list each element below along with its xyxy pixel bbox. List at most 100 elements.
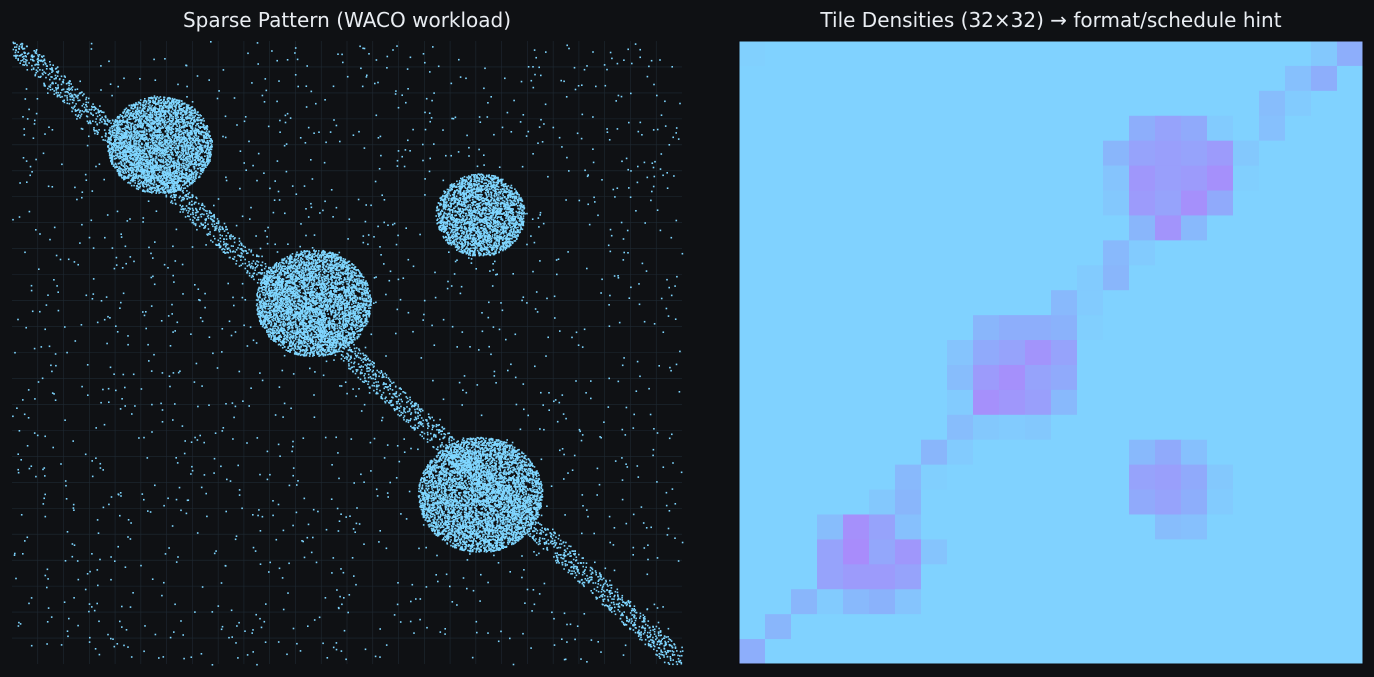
nonzero-point [126,137,128,140]
nonzero-point [621,597,623,599]
nonzero-point [219,245,222,248]
nonzero-point [177,175,179,177]
nonzero-point [37,55,40,58]
nonzero-point [239,256,242,258]
nonzero-point [180,118,182,121]
nonzero-point [142,156,145,158]
nonzero-point [121,123,123,126]
nonzero-point [87,111,90,113]
nonzero-point [622,601,625,603]
nonzero-point [613,610,616,612]
nonzero-point [183,142,185,144]
nonzero-point [402,416,405,419]
nonzero-point [412,427,414,429]
nonzero-point [195,139,197,142]
nonzero-point [84,110,87,112]
nonzero-point [391,389,394,391]
nonzero-point [149,138,152,141]
nonzero-point [155,167,158,169]
nonzero-point [664,644,667,647]
nonzero-point [195,164,197,167]
nonzero-point [357,376,360,379]
nonzero-point [344,357,346,359]
nonzero-point [389,380,392,383]
nonzero-point [26,59,28,62]
nonzero-point [195,211,198,214]
nonzero-point [184,194,186,197]
nonzero-point [169,179,172,181]
nonzero-point [250,265,253,267]
nonzero-point [614,613,617,616]
nonzero-point [175,130,177,133]
nonzero-point [141,104,144,106]
nonzero-point [387,389,390,391]
nonzero-point [136,106,139,109]
nonzero-point [218,246,221,249]
nonzero-point [223,230,226,232]
nonzero-point [583,585,585,588]
nonzero-point [125,135,127,138]
nonzero-point [300,317,302,320]
nonzero-point [142,152,144,155]
nonzero-point [629,628,631,631]
nonzero-point [261,261,264,264]
nonzero-point [541,527,543,529]
nonzero-point [73,97,75,99]
nonzero-point [390,401,392,403]
nonzero-point [649,645,652,648]
nonzero-point [287,303,289,305]
nonzero-point [587,580,590,582]
nonzero-point [535,528,537,531]
nonzero-point [525,519,527,522]
nonzero-point [439,438,441,441]
nonzero-point [147,165,149,167]
nonzero-point [154,114,157,116]
nonzero-point [649,626,651,629]
nonzero-point [262,277,265,279]
nonzero-point [76,109,79,111]
nonzero-point [613,603,615,606]
nonzero-point [175,136,177,139]
nonzero-point [166,128,168,131]
nonzero-point [137,146,140,148]
nonzero-point [538,540,540,543]
nonzero-point [189,177,192,179]
nonzero-point [49,89,52,91]
nonzero-point [94,108,97,110]
nonzero-point [589,569,592,572]
nonzero-point [482,474,484,476]
nonzero-point [350,361,353,364]
nonzero-point [346,338,348,341]
nonzero-point [28,62,30,64]
nonzero-point [31,64,33,67]
nonzero-point [171,196,174,199]
nonzero-point [364,354,367,357]
nonzero-point [115,147,117,149]
nonzero-point [658,627,660,630]
nonzero-point [119,135,122,138]
nonzero-point [44,72,47,74]
nonzero-point [561,563,564,566]
nonzero-point [124,140,126,142]
nonzero-point [676,663,679,666]
nonzero-point [602,593,604,596]
nonzero-point [45,63,47,65]
nonzero-point [199,143,202,146]
nonzero-point [355,369,358,371]
nonzero-point [248,261,250,263]
nonzero-point [207,217,210,219]
nonzero-point [373,385,376,387]
nonzero-point [156,135,159,138]
nonzero-point [355,356,358,358]
nonzero-point [207,156,209,158]
nonzero-point [404,392,407,394]
nonzero-point [660,651,662,653]
nonzero-point [154,121,156,123]
nonzero-point [178,139,181,142]
nonzero-point [192,216,195,218]
nonzero-point [35,69,38,71]
nonzero-point [364,356,367,359]
nonzero-point [635,611,637,614]
nonzero-point [610,584,613,586]
nonzero-point [196,219,198,221]
